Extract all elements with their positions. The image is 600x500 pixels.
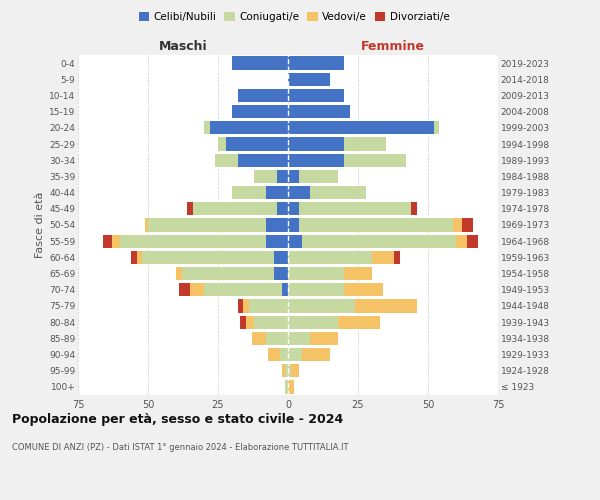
Bar xyxy=(288,218,299,232)
Bar xyxy=(288,186,310,200)
Bar xyxy=(288,121,434,134)
Bar xyxy=(338,316,380,329)
Bar xyxy=(254,316,288,329)
Bar xyxy=(456,234,467,248)
Bar xyxy=(137,250,142,264)
Bar xyxy=(209,121,288,134)
Bar xyxy=(434,121,439,134)
Bar xyxy=(277,202,288,215)
Bar xyxy=(268,348,280,361)
Bar xyxy=(453,218,461,232)
Y-axis label: Fasce di età: Fasce di età xyxy=(35,192,45,258)
Bar xyxy=(232,105,288,118)
Bar xyxy=(344,154,406,167)
Bar xyxy=(241,316,246,329)
Bar xyxy=(288,332,310,345)
Bar xyxy=(461,218,473,232)
Legend: Celibi/Nubili, Coniugati/e, Vedovi/e, Divorziati/e: Celibi/Nubili, Coniugati/e, Vedovi/e, Di… xyxy=(134,8,454,26)
Bar xyxy=(310,332,338,345)
Bar xyxy=(182,267,274,280)
Bar xyxy=(277,170,288,183)
Bar xyxy=(285,364,288,378)
Bar xyxy=(142,250,274,264)
Bar xyxy=(355,300,417,312)
Text: Popolazione per età, sesso e stato civile - 2024: Popolazione per età, sesso e stato civil… xyxy=(12,412,343,426)
Bar xyxy=(288,250,372,264)
Bar xyxy=(288,72,330,86)
Bar xyxy=(394,250,400,264)
Bar xyxy=(274,267,288,280)
Bar xyxy=(238,154,288,167)
Bar xyxy=(243,300,249,312)
Bar xyxy=(238,300,243,312)
Bar xyxy=(148,218,266,232)
Bar xyxy=(288,202,299,215)
Text: Maschi: Maschi xyxy=(158,40,208,54)
Bar xyxy=(274,250,288,264)
Bar xyxy=(288,364,291,378)
Bar xyxy=(344,138,386,150)
Bar xyxy=(215,154,238,167)
Bar xyxy=(232,56,288,70)
Bar xyxy=(288,105,350,118)
Bar xyxy=(226,138,288,150)
Bar xyxy=(288,380,293,394)
Bar xyxy=(344,267,372,280)
Bar xyxy=(266,234,288,248)
Bar xyxy=(218,138,226,150)
Bar xyxy=(112,234,120,248)
Bar xyxy=(238,89,288,102)
Bar xyxy=(280,348,288,361)
Bar xyxy=(190,283,204,296)
Bar xyxy=(246,316,254,329)
Bar xyxy=(249,300,288,312)
Bar xyxy=(131,250,137,264)
Bar xyxy=(283,283,288,296)
Bar xyxy=(232,186,266,200)
Bar xyxy=(266,332,288,345)
Bar xyxy=(288,300,355,312)
Bar xyxy=(302,348,330,361)
Bar xyxy=(145,218,148,232)
Bar xyxy=(288,234,302,248)
Bar xyxy=(266,218,288,232)
Bar xyxy=(251,332,266,345)
Bar xyxy=(179,283,190,296)
Bar xyxy=(302,234,456,248)
Bar xyxy=(176,267,182,280)
Bar xyxy=(288,283,344,296)
Bar xyxy=(288,348,302,361)
Bar xyxy=(120,234,266,248)
Text: COMUNE DI ANZI (PZ) - Dati ISTAT 1° gennaio 2024 - Elaborazione TUTTITALIA.IT: COMUNE DI ANZI (PZ) - Dati ISTAT 1° genn… xyxy=(12,442,349,452)
Bar xyxy=(285,380,288,394)
Bar xyxy=(288,89,344,102)
Bar xyxy=(204,283,283,296)
Bar xyxy=(372,250,394,264)
Bar xyxy=(193,202,277,215)
Bar xyxy=(288,267,344,280)
Bar xyxy=(266,186,288,200)
Bar xyxy=(467,234,478,248)
Bar xyxy=(299,218,453,232)
Bar xyxy=(288,316,338,329)
Bar xyxy=(288,170,299,183)
Bar xyxy=(187,202,193,215)
Bar xyxy=(288,56,344,70)
Bar xyxy=(291,364,299,378)
Bar xyxy=(254,170,277,183)
Bar xyxy=(299,202,411,215)
Bar xyxy=(299,170,338,183)
Bar xyxy=(344,283,383,296)
Bar xyxy=(103,234,112,248)
Text: Femmine: Femmine xyxy=(361,40,425,54)
Bar xyxy=(288,154,344,167)
Bar xyxy=(283,364,285,378)
Bar xyxy=(204,121,209,134)
Bar xyxy=(411,202,417,215)
Bar xyxy=(288,138,344,150)
Bar xyxy=(310,186,367,200)
